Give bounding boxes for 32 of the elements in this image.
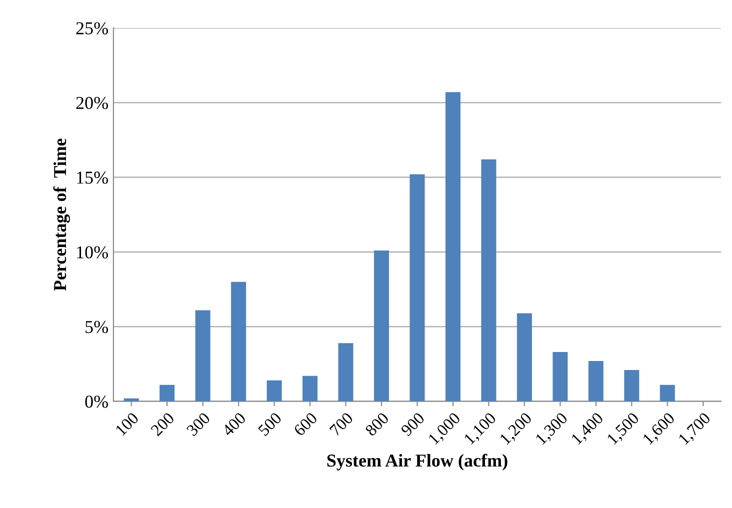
- y-tick-label: 20%: [76, 96, 108, 110]
- y-axis-title: Percentage of Time: [53, 138, 70, 291]
- x-tick-label: 800: [364, 412, 390, 437]
- bar: [231, 282, 246, 402]
- x-tick-label: 200: [150, 412, 175, 436]
- x-tick-label: 600: [293, 412, 318, 437]
- bar: [302, 376, 318, 402]
- y-tick-label: 25%: [76, 22, 108, 34]
- x-axis-title: System Air Flow (acfm): [327, 454, 508, 470]
- x-tick-label: 900: [400, 412, 426, 437]
- bar: [552, 352, 568, 402]
- x-tick-label: 700: [329, 412, 354, 436]
- bar: [445, 92, 460, 402]
- bar: [374, 250, 390, 402]
- y-tick-label: 15%: [77, 172, 108, 184]
- bar: [195, 310, 210, 402]
- x-tick-label: 400: [221, 412, 246, 437]
- y-tick-label: 5%: [86, 320, 108, 334]
- bar: [588, 360, 604, 402]
- x-tick-label: 500: [258, 412, 282, 436]
- bar: [338, 343, 354, 402]
- x-tick-label: 100: [115, 412, 140, 436]
- bar: [660, 384, 675, 402]
- y-tick-label: 10%: [77, 246, 108, 258]
- y-tick-label: 0%: [85, 396, 108, 408]
- bar: [410, 174, 425, 402]
- bar: [160, 384, 175, 402]
- bar: [481, 159, 496, 402]
- x-tick-label: 300: [186, 412, 211, 436]
- bar: [266, 380, 282, 402]
- bar: [516, 313, 532, 402]
- bar: [624, 370, 640, 402]
